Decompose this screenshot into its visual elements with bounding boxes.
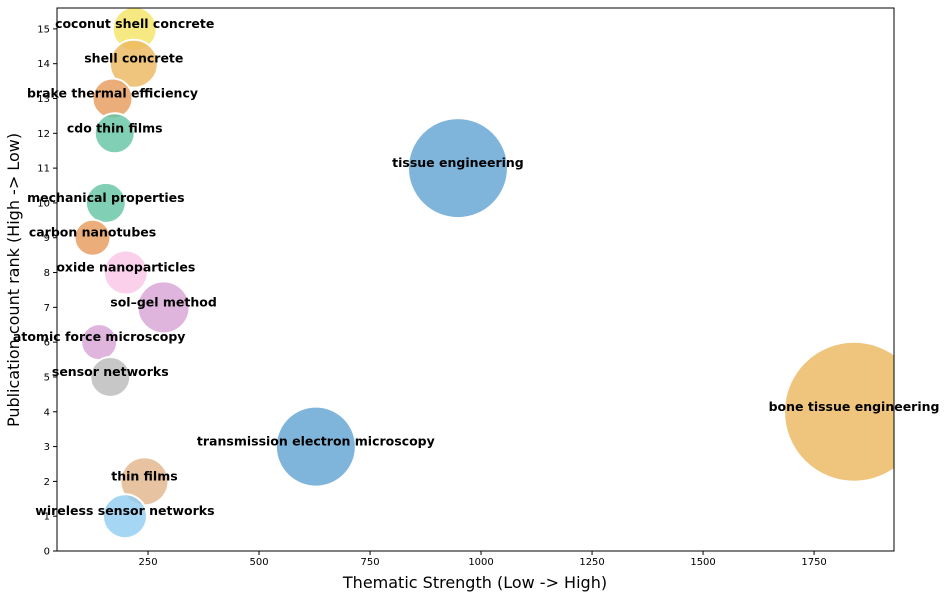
y-tick-label: 3 [44,442,50,453]
y-tick-label: 10 [37,198,50,209]
y-tick-label: 0 [44,547,50,558]
y-tick-label: 12 [37,129,50,140]
bubble-label: sol–gel method [110,294,217,309]
bubble [406,117,509,220]
bubble-label: sensor networks [52,364,169,379]
bubble-label: shell concrete [84,51,183,66]
bubble [84,181,127,224]
x-axis: 250 500 750 1000 1250 1500 1750 [138,551,827,568]
bubble-label: bone tissue engineering [769,399,940,414]
bubble-label: brake thermal efficiency [27,86,198,101]
bubble-label: atomic force microscopy [13,329,186,344]
x-axis-title: Thematic Strength (Low -> High) [342,573,607,592]
bubble-label: oxide nanoparticles [56,260,195,275]
y-tick-label: 15 [37,24,50,35]
x-tick-label: 1000 [468,557,493,568]
bubble [136,280,191,335]
bubble-label: coconut shell concrete [55,16,214,31]
y-axis-title: Publication count rank (High -> Low) [4,133,23,427]
bubble [73,218,112,257]
bubble-label: transmission electron microscopy [197,434,435,449]
y-tick-label: 2 [44,477,50,488]
plot-frame [56,7,895,552]
y-tick-label: 7 [44,303,50,314]
y-tick-label: 9 [44,233,50,244]
bubble-layer [73,8,894,540]
bubble-label: mechanical properties [27,190,184,205]
x-tick-label: 250 [138,557,157,568]
x-tick-label: 1500 [690,557,715,568]
bubble [108,38,159,89]
y-tick-label: 4 [44,407,50,418]
y-tick-label: 14 [37,59,50,70]
x-tick-label: 1250 [579,557,604,568]
y-tick-label: 8 [44,268,50,279]
y-tick-label: 1 [44,512,50,523]
bubble [274,405,357,488]
bubble [93,112,136,155]
y-tick-label: 13 [37,94,50,105]
bubble-label: tissue engineering [392,155,524,170]
x-tick-label: 1750 [801,557,826,568]
y-tick-label: 6 [44,338,50,349]
bubble [102,249,149,296]
x-tick-label: 500 [249,557,268,568]
bubble [101,493,148,540]
x-tick-label: 750 [360,557,379,568]
bubble-label: carbon nanotubes [29,225,156,240]
bubble-label: cdo thin films [67,120,163,135]
bubble-label: thin films [111,468,177,483]
y-tick-label: 5 [44,372,50,383]
y-tick-label: 11 [37,164,50,175]
bubble [89,355,132,398]
bubble [783,340,894,483]
bubble-label: wireless sensor networks [35,503,214,518]
bubble-label-layer: coconut shell concrete shell concrete brak… [13,16,940,518]
